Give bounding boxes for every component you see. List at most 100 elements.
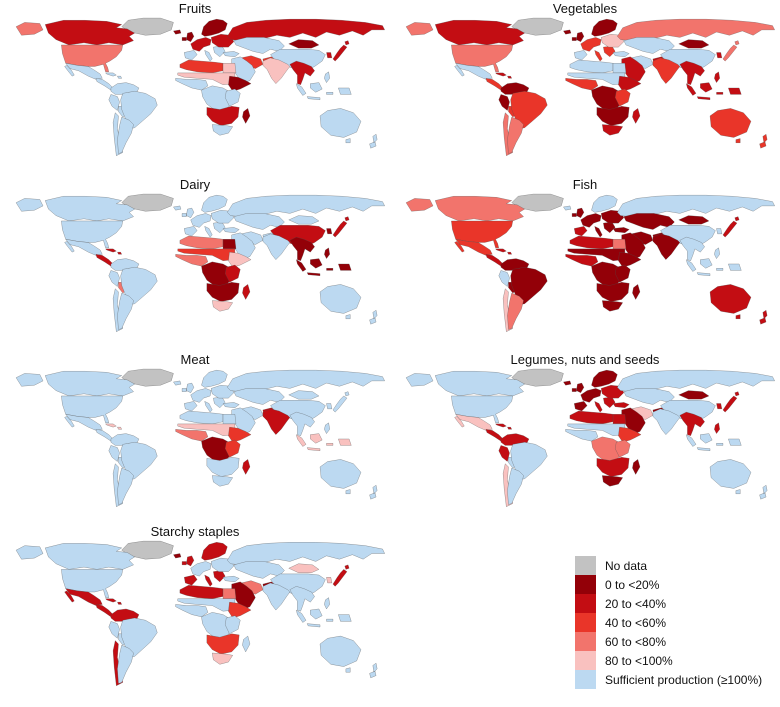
region-brazil — [120, 91, 158, 129]
region-madagascar — [632, 459, 641, 475]
region-peru — [108, 621, 120, 639]
region-turkey — [222, 402, 240, 408]
legend-item-nd: No data — [575, 556, 780, 575]
region-caribbean — [105, 248, 122, 255]
region-west_europe — [190, 561, 212, 577]
region-sahel — [567, 248, 626, 261]
region-scandinavia — [591, 195, 618, 213]
region-indonesia — [686, 258, 742, 276]
region-argentina — [117, 116, 134, 154]
region-west_africa — [175, 254, 209, 267]
region-alaska — [15, 198, 44, 212]
region-east_africa — [225, 439, 241, 458]
region-scandinavia — [201, 19, 228, 37]
region-east_europe — [211, 34, 234, 48]
world-map-legumes-nuts-seeds — [405, 368, 775, 507]
region-mexico — [454, 414, 493, 431]
region-argentina — [117, 467, 134, 505]
region-iberia — [184, 226, 198, 237]
region-southeast_asia — [679, 60, 705, 85]
region-central_america — [485, 429, 504, 442]
region-central_america — [485, 78, 504, 91]
region-turkey — [612, 402, 630, 408]
region-north_africa — [179, 585, 224, 599]
region-india — [652, 233, 680, 260]
region-australia — [319, 108, 362, 143]
region-south_africa — [212, 652, 233, 665]
region-balkans_italy — [594, 396, 616, 413]
region-new_zealand — [759, 134, 768, 149]
world-map-dairy — [15, 193, 385, 332]
region-horn_africa — [228, 427, 252, 443]
region-scandinavia — [201, 542, 228, 561]
map-panel-dairy: Dairy — [0, 176, 390, 351]
region-canada — [435, 371, 525, 397]
region-balkans_italy — [204, 396, 226, 413]
region-greenland — [121, 368, 174, 387]
region-new_zealand — [369, 310, 378, 325]
region-madagascar — [632, 108, 641, 124]
map-panel-meat: Meat — [0, 351, 390, 523]
region-scandinavia — [201, 370, 228, 388]
map-panel-fish: Fish — [390, 176, 780, 351]
region-west_africa — [175, 78, 209, 91]
region-indonesia — [686, 82, 742, 100]
region-southern_africa — [596, 282, 630, 302]
region-indonesia — [296, 258, 352, 276]
region-west_europe — [580, 388, 602, 403]
region-north_africa — [569, 59, 614, 74]
region-mexico — [454, 239, 493, 256]
region-central_asia — [233, 37, 285, 54]
region-southeast_asia — [289, 411, 315, 436]
region-india — [262, 582, 290, 611]
region-greenland — [121, 540, 174, 560]
region-scandinavia — [201, 195, 228, 213]
legend-item-c1: 0 to <20% — [575, 575, 780, 594]
region-india — [262, 233, 290, 260]
region-central_america — [95, 604, 114, 617]
legend-label-c1: 0 to <20% — [605, 577, 660, 592]
map-title-dairy: Dairy — [179, 177, 211, 192]
region-peru — [108, 270, 120, 287]
region-korea — [326, 577, 333, 584]
region-greenland — [121, 17, 174, 36]
region-south_africa — [212, 124, 233, 136]
legend-item-c4: 60 to <80% — [575, 632, 780, 651]
region-egypt — [612, 63, 627, 74]
region-australia — [709, 459, 752, 494]
region-iceland — [563, 29, 572, 35]
region-southern_africa — [206, 106, 240, 126]
region-horn_africa — [618, 427, 642, 443]
region-north_africa — [179, 235, 224, 250]
region-mongolia — [288, 390, 320, 400]
region-canada — [435, 196, 525, 222]
region-central_asia — [233, 213, 285, 230]
region-east_europe — [601, 210, 624, 224]
region-horn_africa — [618, 76, 642, 92]
map-panel-starchy-staples: Starchy staples — [0, 523, 390, 707]
region-turkey — [612, 51, 630, 57]
region-east_africa — [615, 439, 631, 458]
region-mongolia — [288, 563, 320, 573]
legend: No data 0 to <20% 20 to <40% 40 to <60% 60 t… — [575, 556, 780, 689]
region-peru — [498, 445, 510, 462]
region-north_africa — [179, 410, 224, 425]
legend-swatch-ok — [575, 670, 596, 689]
legend-label-c2: 20 to <40% — [605, 596, 667, 611]
region-canada — [435, 20, 525, 46]
region-philippines — [324, 71, 330, 83]
region-alaska — [15, 373, 44, 387]
region-horn_africa — [228, 602, 252, 619]
region-madagascar — [242, 108, 251, 124]
legend-item-c2: 20 to <40% — [575, 594, 780, 613]
region-korea — [716, 52, 723, 58]
region-australia — [709, 108, 752, 143]
region-korea — [716, 228, 723, 234]
region-south_africa — [602, 475, 623, 487]
region-brazil — [120, 617, 158, 658]
region-mongolia — [288, 39, 320, 49]
region-caribbean — [105, 72, 122, 79]
region-uk_ireland — [181, 555, 195, 567]
region-egypt — [222, 588, 237, 599]
region-alaska — [15, 545, 44, 560]
